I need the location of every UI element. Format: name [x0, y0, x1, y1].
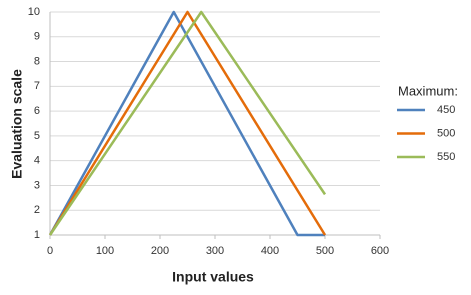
- x-tick-label: 600: [371, 245, 389, 257]
- x-tick-label: 300: [206, 245, 224, 257]
- series-line: [48, 10, 327, 236]
- y-axis-title: Evaluation scale: [9, 69, 25, 179]
- x-tick-label: 100: [96, 245, 114, 257]
- x-tick-label: 500: [316, 245, 334, 257]
- y-tick-label: 5: [34, 130, 40, 142]
- y-tick-label: 10: [28, 6, 40, 18]
- x-tick-label: 400: [261, 245, 279, 257]
- y-tick-label: 4: [34, 155, 40, 167]
- legend-title: Maximum:: [398, 83, 458, 98]
- legend-label: 550: [437, 151, 455, 163]
- x-tick-label: 0: [47, 245, 53, 257]
- y-tick-label: 7: [34, 80, 40, 92]
- y-tick-label: 3: [34, 179, 40, 191]
- legend-label: 500: [437, 127, 455, 139]
- y-tick-label: 8: [34, 55, 40, 67]
- series-line: [48, 10, 327, 236]
- legend-label: 450: [437, 104, 455, 116]
- y-tick-label: 1: [34, 229, 40, 241]
- y-tick-label: 9: [34, 31, 40, 43]
- series-line: [48, 10, 325, 237]
- y-tick-label: 2: [34, 204, 40, 216]
- x-axis-title: Input values: [172, 269, 254, 285]
- x-tick-label: 200: [151, 245, 169, 257]
- y-tick-label: 6: [34, 105, 40, 117]
